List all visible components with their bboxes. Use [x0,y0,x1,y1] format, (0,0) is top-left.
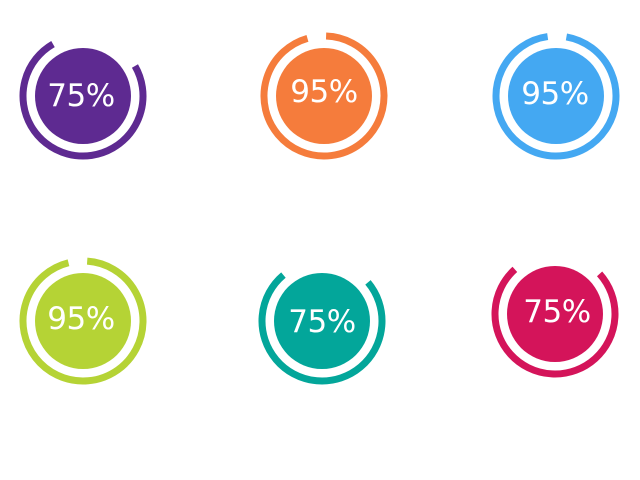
progress-gauge-4: 95% [18,256,148,386]
gauge-disc [35,48,131,144]
gauge-disc [276,48,372,144]
progress-ring-4 [19,257,147,385]
gauge-disc [508,48,604,144]
gauge-disc [274,273,370,369]
progress-gauge-2: 95% [259,31,389,161]
progress-ring-5 [258,272,386,385]
progress-gauge-1: 75% [18,31,148,161]
gauge-value-4: 95% [47,301,115,337]
gauge-arc [260,32,388,160]
gauge-arc [19,257,147,385]
progress-ring-6 [491,266,619,378]
gauge-disc [35,273,131,369]
progress-gauge-3: 95% [491,31,621,161]
progress-gauge-5: 75% [257,256,387,386]
gauge-value-3: 95% [521,76,589,112]
gauge-value-2: 95% [290,74,358,110]
gauge-disc [507,266,603,362]
gauge-arc [258,272,386,385]
gauge-value-6: 75% [523,294,591,330]
gauge-arc [19,41,147,160]
gauge-arc [492,33,620,160]
progress-ring-3 [492,33,620,160]
gauge-value-5: 75% [288,304,356,340]
gauge-value-1: 75% [47,78,115,114]
progress-ring-1 [19,41,147,160]
gauge-arc [491,266,619,378]
progress-ring-2 [260,32,388,160]
progress-gauge-6: 75% [490,249,620,379]
